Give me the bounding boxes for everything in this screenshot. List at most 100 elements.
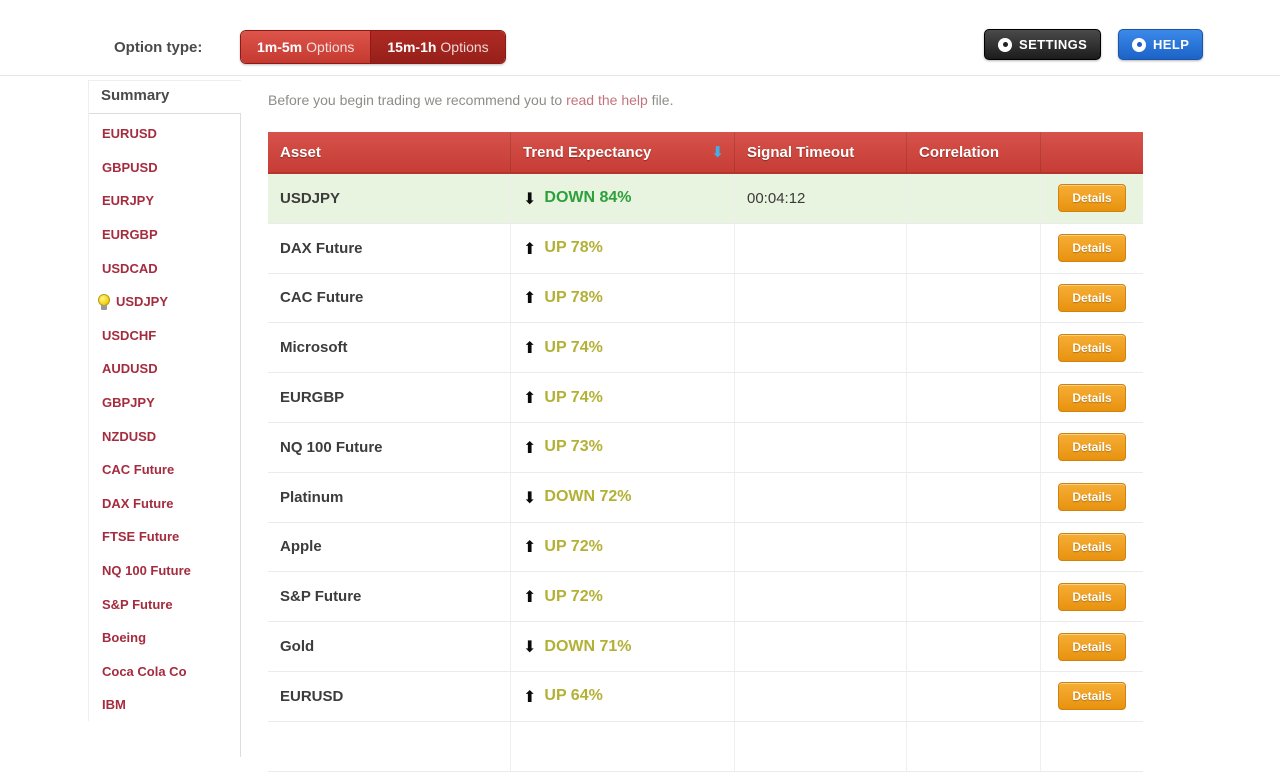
details-cell: Details [1040,323,1143,373]
sidebar-item-label: Boeing [102,630,147,646]
sidebar-item-usdjpy[interactable]: USDJPY [89,285,240,319]
details-button[interactable]: Details [1058,184,1126,213]
details-button[interactable]: Details [1058,483,1126,512]
intro-text: Before you begin trading we recommend yo… [268,92,673,108]
sidebar-items: EURUSD GBPUSD EURJPY EURGBP USDCAD USDJP… [89,114,241,757]
details-button[interactable]: Details [1058,433,1126,462]
details-button[interactable]: Details [1058,632,1126,661]
correlation-cell [906,273,1040,323]
sidebar-item-label: IBM [102,697,126,713]
sidebar-item-ibm[interactable]: IBM [89,688,240,722]
signal-timeout-cell [734,671,906,721]
asset-cell: Apple [280,538,322,556]
signal-timeout-cell: 00:04:12 [734,174,906,223]
header-trend-expectancy[interactable]: Trend Expectancy ⬇ [510,132,734,172]
tab-1m-5m-options[interactable]: 1m-5m Options [241,31,371,63]
read-the-help-link[interactable]: read the help [566,92,648,108]
option-type-tab-group: 1m-5m Options 15m-1h Options [240,30,506,64]
correlation-cell [906,472,1040,522]
details-cell: Details [1040,671,1143,721]
intro-after: file. [647,92,674,108]
asset-cell: NQ 100 Future [280,438,383,456]
sidebar-item-label: DAX Future [102,495,174,511]
sidebar-item-dax-future[interactable]: DAX Future [89,487,240,521]
sidebar-item-eurjpy[interactable]: EURJPY [89,184,240,218]
sidebar-item-label: GBPUSD [102,159,158,175]
sidebar-item-label: EURJPY [102,193,155,209]
sidebar-item-boeing[interactable]: Boeing [89,621,240,655]
help-button[interactable]: HELP [1118,29,1204,60]
tab-label-bold: 15m-1h [387,39,437,55]
details-button[interactable]: Details [1058,682,1126,711]
header-label: Correlation [919,143,1000,161]
header-correlation[interactable]: Correlation [906,132,1040,172]
sidebar-item-nq-100-future[interactable]: NQ 100 Future [89,554,240,588]
trend-up-arrow-icon: ⬆ [523,437,537,457]
correlation-cell [906,522,1040,572]
trend-cell: ⬆ UP 64% [510,671,734,721]
sidebar-item-coca-cola-co[interactable]: Coca Cola Co [89,655,240,689]
top-bar: Option type: 1m-5m Options 15m-1h Options … [0,0,1280,76]
sidebar-item-s-p-future[interactable]: S&P Future [89,587,240,621]
table-row: DAX Future ⬆ UP 78% Details [268,223,1143,274]
correlation-cell [906,671,1040,721]
details-cell: Details [1040,572,1143,622]
trend-label: UP 74% [544,388,603,406]
header-signal-timeout[interactable]: Signal Timeout [734,132,906,172]
trend-down-arrow-icon: ⬇ [523,487,537,507]
sidebar-item-label: USDCAD [102,260,158,276]
sidebar-item-eurusd[interactable]: EURUSD [89,117,240,151]
table-row: Microsoft ⬆ UP 74% Details [268,323,1143,374]
sidebar-item-gbpjpy[interactable]: GBPJPY [89,386,240,420]
sidebar-item-ftse-future[interactable]: FTSE Future [89,520,240,554]
trend-label: UP 74% [544,338,603,356]
trend-cell: ⬆ UP 78% [510,223,734,273]
asset-cell: S&P Future [280,588,362,606]
details-cell [1040,721,1143,771]
sidebar-item-label: NQ 100 Future [102,563,191,579]
sort-descending-icon[interactable]: ⬇ [711,143,724,161]
table-row: S&P Future ⬆ UP 72% Details [268,572,1143,623]
correlation-cell [906,572,1040,622]
details-cell: Details [1040,373,1143,422]
trend-cell: ⬆ UP 74% [510,373,734,422]
details-button[interactable]: Details [1058,333,1126,362]
tab-label-rest: Options [440,39,489,55]
trend-down-arrow-icon: ⬇ [523,637,537,657]
details-button[interactable]: Details [1058,283,1126,312]
sidebar-item-gbpusd[interactable]: GBPUSD [89,151,240,185]
sidebar-heading-summary[interactable]: Summary [89,81,241,114]
asset-cell: EURUSD [280,687,344,705]
settings-button-label: SETTINGS [1019,37,1088,52]
trend-up-arrow-icon: ⬆ [523,238,537,258]
sidebar-item-label: EURUSD [102,126,157,142]
trend-up-arrow-icon: ⬆ [523,288,537,308]
settings-button[interactable]: SETTINGS [984,29,1102,60]
sidebar-item-label: USDJPY [116,294,169,310]
details-button[interactable]: Details [1058,383,1126,412]
asset-cell: Microsoft [280,339,348,357]
details-button[interactable]: Details [1058,234,1126,263]
sidebar-item-nzdusd[interactable]: NZDUSD [89,419,240,453]
header-asset[interactable]: Asset [268,132,510,172]
tab-label-rest: Options [306,39,355,55]
tab-15m-1h-options[interactable]: 15m-1h Options [370,31,505,63]
correlation-cell [906,622,1040,671]
trend-label: DOWN 72% [544,488,632,506]
table-row: EURGBP ⬆ UP 74% Details [268,373,1143,423]
sidebar-item-eurgbp[interactable]: EURGBP [89,218,240,252]
details-button[interactable]: Details [1058,532,1126,561]
sidebar-item-usdchf[interactable]: USDCHF [89,319,240,353]
details-button[interactable]: Details [1058,582,1126,611]
sidebar-item-label: AUDUSD [102,361,158,377]
asset-cell: Gold [280,638,315,656]
sidebar-item-audusd[interactable]: AUDUSD [89,352,240,386]
trend-cell: ⬇ DOWN 72% [510,472,734,522]
trend-cell: ⬆ UP 78% [510,273,734,323]
option-type-label: Option type: [114,39,203,56]
sidebar-item-cac-future[interactable]: CAC Future [89,453,240,487]
sidebar-item-usdcad[interactable]: USDCAD [89,251,240,285]
trend-cell: ⬇ DOWN 71% [510,622,734,671]
table-row: Apple ⬆ UP 72% Details [268,522,1143,573]
trend-label: UP 72% [544,537,603,555]
